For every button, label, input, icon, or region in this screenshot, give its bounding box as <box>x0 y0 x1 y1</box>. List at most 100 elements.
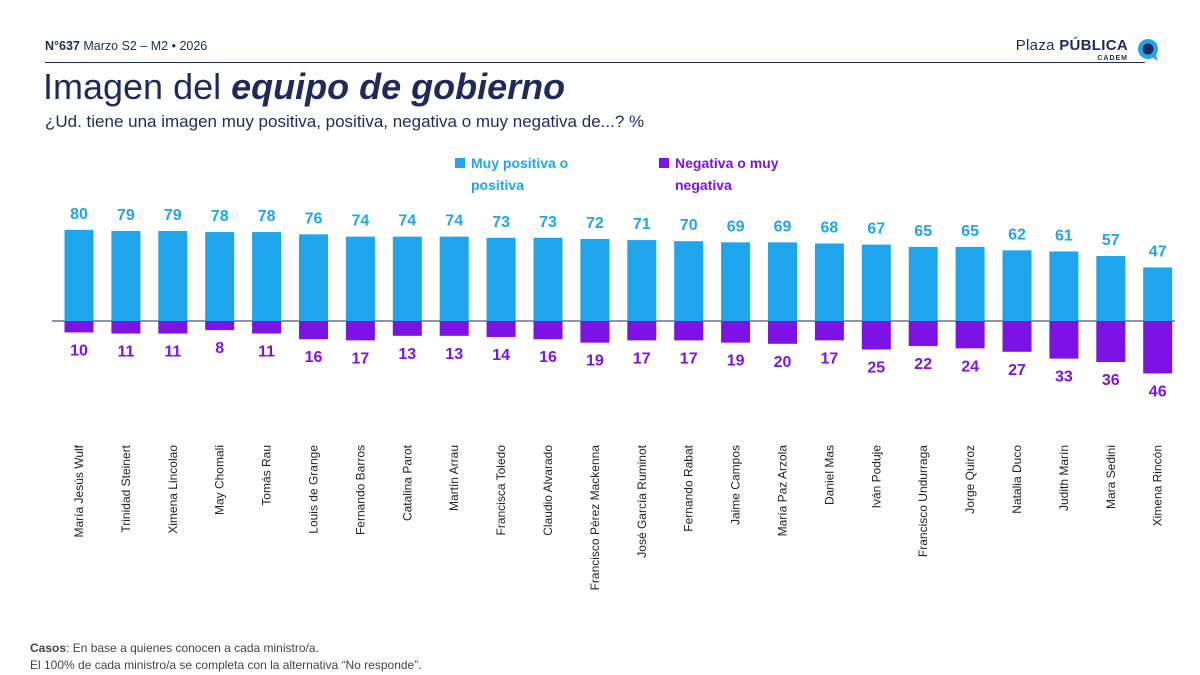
category-label: Jaime Campos <box>729 445 743 525</box>
negative-bar <box>580 321 610 343</box>
negative-bar <box>1143 321 1173 374</box>
negative-value-label: 16 <box>305 349 323 366</box>
category-label: Catalina Parot <box>400 444 414 521</box>
negative-value-label: 19 <box>727 353 745 370</box>
category-label: Francisco Undurraga <box>916 445 930 557</box>
positive-value-label: 61 <box>1055 227 1073 244</box>
positive-bar <box>814 243 844 321</box>
negative-value-label: 11 <box>164 344 181 361</box>
negative-bar <box>955 321 985 349</box>
category-label: María Paz Arzola <box>776 445 790 537</box>
positive-bar <box>955 246 985 321</box>
positive-bar <box>674 241 704 321</box>
positive-bar <box>205 232 235 321</box>
negative-value-label: 46 <box>1149 383 1167 400</box>
negative-bar <box>674 321 704 341</box>
negative-bar <box>345 321 375 341</box>
negative-value-label: 17 <box>680 350 698 367</box>
category-label: Fernando Rabat <box>682 444 696 531</box>
negative-bar <box>1002 321 1032 352</box>
negative-value-label: 17 <box>633 350 651 367</box>
positive-value-label: 79 <box>117 207 135 224</box>
brand-name: Plaza PÚBLICA <box>1015 37 1128 54</box>
positive-value-label: 78 <box>211 208 229 225</box>
positive-bar <box>533 237 563 321</box>
page-subtitle: ¿Ud. tiene una imagen muy positiva, posi… <box>45 112 645 131</box>
negative-value-label: 25 <box>867 360 885 377</box>
positive-bar <box>908 246 938 321</box>
category-label: Francisca Toledo <box>494 445 508 536</box>
positive-bar <box>1143 267 1173 321</box>
negative-bar <box>768 321 797 344</box>
legend-negative-label: Negativa o muy negativa <box>675 155 779 193</box>
negative-bar <box>1096 321 1126 363</box>
legend-positive-swatch <box>455 158 465 168</box>
negative-bar <box>158 321 188 334</box>
negative-bar <box>627 321 657 341</box>
positive-value-label: 69 <box>727 218 745 235</box>
edition-label: N°637 Marzo S2 – M2 • 2026 <box>45 39 207 53</box>
negative-value-label: 8 <box>215 340 224 357</box>
positive-bar <box>252 232 282 321</box>
negative-bar <box>205 321 235 331</box>
positive-value-label: 70 <box>680 217 698 234</box>
positive-bar <box>392 236 422 321</box>
negative-value-label: 24 <box>961 358 979 375</box>
negative-value-label: 11 <box>258 344 275 361</box>
positive-value-label: 74 <box>445 213 463 230</box>
category-label: Louis de Grange <box>307 445 321 534</box>
footnote-line1: : En base a quienes conocen a cada minis… <box>66 641 319 655</box>
negative-value-label: 20 <box>774 354 792 371</box>
positive-bar <box>580 238 610 321</box>
positive-bar <box>345 236 375 321</box>
positive-value-label: 67 <box>867 221 885 238</box>
negative-value-label: 11 <box>117 344 134 361</box>
negative-value-label: 36 <box>1102 372 1120 389</box>
negative-bar <box>861 321 891 350</box>
positive-bar <box>627 240 657 321</box>
negative-value-label: 14 <box>492 347 510 364</box>
negative-value-label: 22 <box>914 356 932 373</box>
category-label: María Jesús Wulf <box>72 444 86 537</box>
negative-value-label: 13 <box>445 346 463 363</box>
category-label: José García Ruminot <box>635 444 649 557</box>
negative-bar <box>814 321 844 341</box>
category-label: Judith Marín <box>1057 445 1071 511</box>
positive-value-label: 80 <box>70 206 88 223</box>
legend-negative-swatch <box>659 158 669 168</box>
positive-value-label: 78 <box>258 208 276 225</box>
category-label: Iván Poduje <box>869 445 883 509</box>
positive-bar <box>158 230 188 321</box>
positive-bar <box>439 236 469 321</box>
positive-value-label: 73 <box>492 214 510 231</box>
image-chart: 80 10 María Jesús Wulf 79 11 Trinidad Steiner… <box>52 206 1175 591</box>
negative-bar <box>392 321 422 336</box>
negative-value-label: 27 <box>1008 362 1026 379</box>
positive-value-label: 65 <box>914 223 932 240</box>
positive-value-label: 73 <box>539 214 557 231</box>
brand-logo-block: Plaza PÚBLICA CADEM <box>1016 38 1160 62</box>
positive-value-label: 65 <box>961 223 979 240</box>
positive-bar <box>64 229 94 321</box>
positive-bar <box>1049 251 1079 321</box>
category-label: Mara Sedini <box>1104 445 1118 509</box>
positive-bar <box>486 237 516 321</box>
header-divider <box>45 62 1145 63</box>
positive-value-label: 79 <box>164 207 182 224</box>
negative-bar <box>252 321 282 334</box>
speech-bubble-logo-icon <box>1138 39 1158 61</box>
negative-bar <box>1049 321 1079 359</box>
negative-bar <box>299 321 328 340</box>
positive-bar <box>111 230 141 321</box>
positive-value-label: 71 <box>633 216 651 233</box>
category-label: Tomás Rau <box>260 445 274 506</box>
positive-value-label: 68 <box>821 219 839 236</box>
positive-value-label: 57 <box>1102 232 1120 249</box>
negative-bar <box>439 321 469 336</box>
category-label: Daniel Mas <box>822 445 836 505</box>
brand-subtitle: CADEM <box>1097 55 1128 62</box>
category-label: Martín Arrau <box>447 445 461 511</box>
positive-value-label: 76 <box>305 210 323 227</box>
positive-bar <box>1002 250 1032 321</box>
category-label: Francisco Pérez Mackenna <box>588 445 602 591</box>
